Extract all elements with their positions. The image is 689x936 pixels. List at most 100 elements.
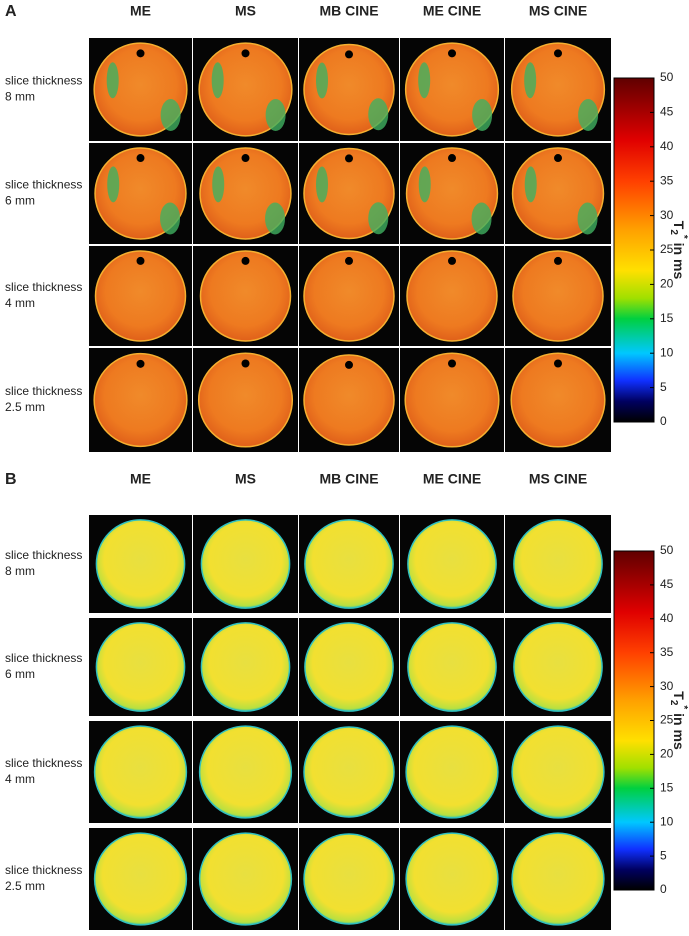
- row-label: slice thickness: [5, 863, 82, 877]
- phantom: [512, 250, 604, 342]
- phantom: [94, 250, 187, 342]
- artifact: [577, 202, 598, 235]
- column-header: MS CINE: [529, 3, 587, 19]
- phantom: [303, 833, 395, 925]
- row-label: slice thickness: [5, 280, 82, 294]
- air-bubble: [554, 49, 562, 58]
- phantom: [511, 725, 605, 819]
- colorbar-tick-label: 5: [660, 848, 667, 862]
- colorbar-tick-label: 20: [660, 277, 674, 291]
- label-main: T: [671, 221, 687, 230]
- artifact: [160, 202, 181, 235]
- phantom: [93, 725, 188, 819]
- colorbar-tick-label: 0: [660, 414, 667, 428]
- colorbar-tick-label: 15: [660, 780, 674, 794]
- label-main: T: [671, 691, 687, 700]
- colorbar-tick-label: 30: [660, 679, 674, 693]
- phantom: [510, 352, 606, 448]
- air-bubble: [448, 359, 456, 368]
- phantom: [407, 519, 497, 609]
- colorbar-label: T2* in ms: [668, 691, 689, 750]
- colorbar-tick-label: 35: [660, 173, 674, 187]
- phantom: [513, 622, 603, 712]
- row-label: slice thickness: [5, 178, 82, 192]
- column-header: ME CINE: [423, 471, 481, 487]
- air-bubble: [554, 359, 562, 368]
- phantom: [304, 519, 394, 609]
- colorbar-tick-label: 15: [660, 311, 674, 325]
- air-bubble: [448, 256, 456, 265]
- air-bubble: [241, 359, 250, 368]
- air-bubble: [241, 256, 250, 265]
- row-label: 8 mm: [5, 90, 35, 104]
- row-label: 4 mm: [5, 772, 35, 786]
- artifact: [368, 202, 389, 235]
- artifact: [316, 166, 328, 203]
- colorbar-tick-label: 25: [660, 713, 674, 727]
- air-bubble: [345, 154, 353, 163]
- row-label: slice thickness: [5, 651, 82, 665]
- phantom: [405, 832, 499, 926]
- column-header: MS: [235, 471, 256, 487]
- label-rest: in ms: [671, 709, 687, 750]
- phantom: [407, 622, 497, 712]
- column-header: ME: [130, 3, 151, 19]
- phantom: [198, 832, 293, 926]
- colorbar-tick-label: 45: [660, 105, 674, 119]
- phantom: [304, 622, 394, 712]
- colorbar-tick-label: 25: [660, 242, 674, 256]
- row-label: slice thickness: [5, 74, 82, 88]
- air-bubble: [448, 154, 456, 163]
- label-sup: *: [678, 235, 689, 239]
- column-header: MB CINE: [319, 3, 378, 19]
- phantom: [95, 519, 186, 609]
- air-bubble: [136, 49, 145, 58]
- row-label: 6 mm: [5, 194, 35, 208]
- phantom: [95, 622, 186, 712]
- artifact: [472, 98, 493, 131]
- column-header: ME: [130, 471, 151, 487]
- colorbar: [613, 77, 655, 423]
- label-sub: 2: [668, 700, 679, 706]
- artifact: [578, 98, 599, 131]
- colorbar-tick-label: 5: [660, 380, 667, 394]
- phantom: [93, 832, 188, 926]
- phantom: [406, 250, 498, 342]
- air-bubble: [136, 359, 145, 368]
- phantom: [303, 354, 395, 446]
- phantom: [405, 725, 499, 819]
- label-sub: 2: [668, 229, 679, 235]
- column-header: MB CINE: [319, 471, 378, 487]
- phantom: [404, 352, 500, 448]
- row-label: 2.5 mm: [5, 400, 45, 414]
- label-sup: *: [678, 705, 689, 709]
- panel: B ME MS MB CINE ME CINE MS CINE slice thicknes…: [5, 471, 689, 930]
- artifact: [471, 202, 492, 235]
- phantom: [198, 725, 293, 819]
- air-bubble: [241, 154, 250, 163]
- artifact: [524, 166, 537, 203]
- colorbar-tick-label: 10: [660, 345, 674, 359]
- phantom: [93, 352, 188, 448]
- row-label: slice thickness: [5, 548, 82, 562]
- column-header: ME CINE: [423, 3, 481, 19]
- phantom: [197, 352, 294, 448]
- phantom: [200, 622, 291, 712]
- air-bubble: [345, 50, 353, 59]
- artifact: [265, 202, 286, 235]
- air-bubble: [241, 49, 250, 58]
- air-bubble: [554, 256, 562, 265]
- air-bubble: [136, 154, 145, 163]
- phantom: [511, 832, 605, 926]
- artifact: [160, 98, 181, 131]
- artifact: [316, 62, 328, 99]
- row-label: 6 mm: [5, 667, 35, 681]
- air-bubble: [345, 360, 353, 369]
- colorbar-tick-label: 20: [660, 747, 674, 761]
- colorbar-tick-label: 35: [660, 645, 674, 659]
- colorbar-tick-label: 50: [660, 70, 674, 84]
- air-bubble: [136, 256, 145, 265]
- artifact: [418, 62, 431, 99]
- artifact: [107, 166, 120, 203]
